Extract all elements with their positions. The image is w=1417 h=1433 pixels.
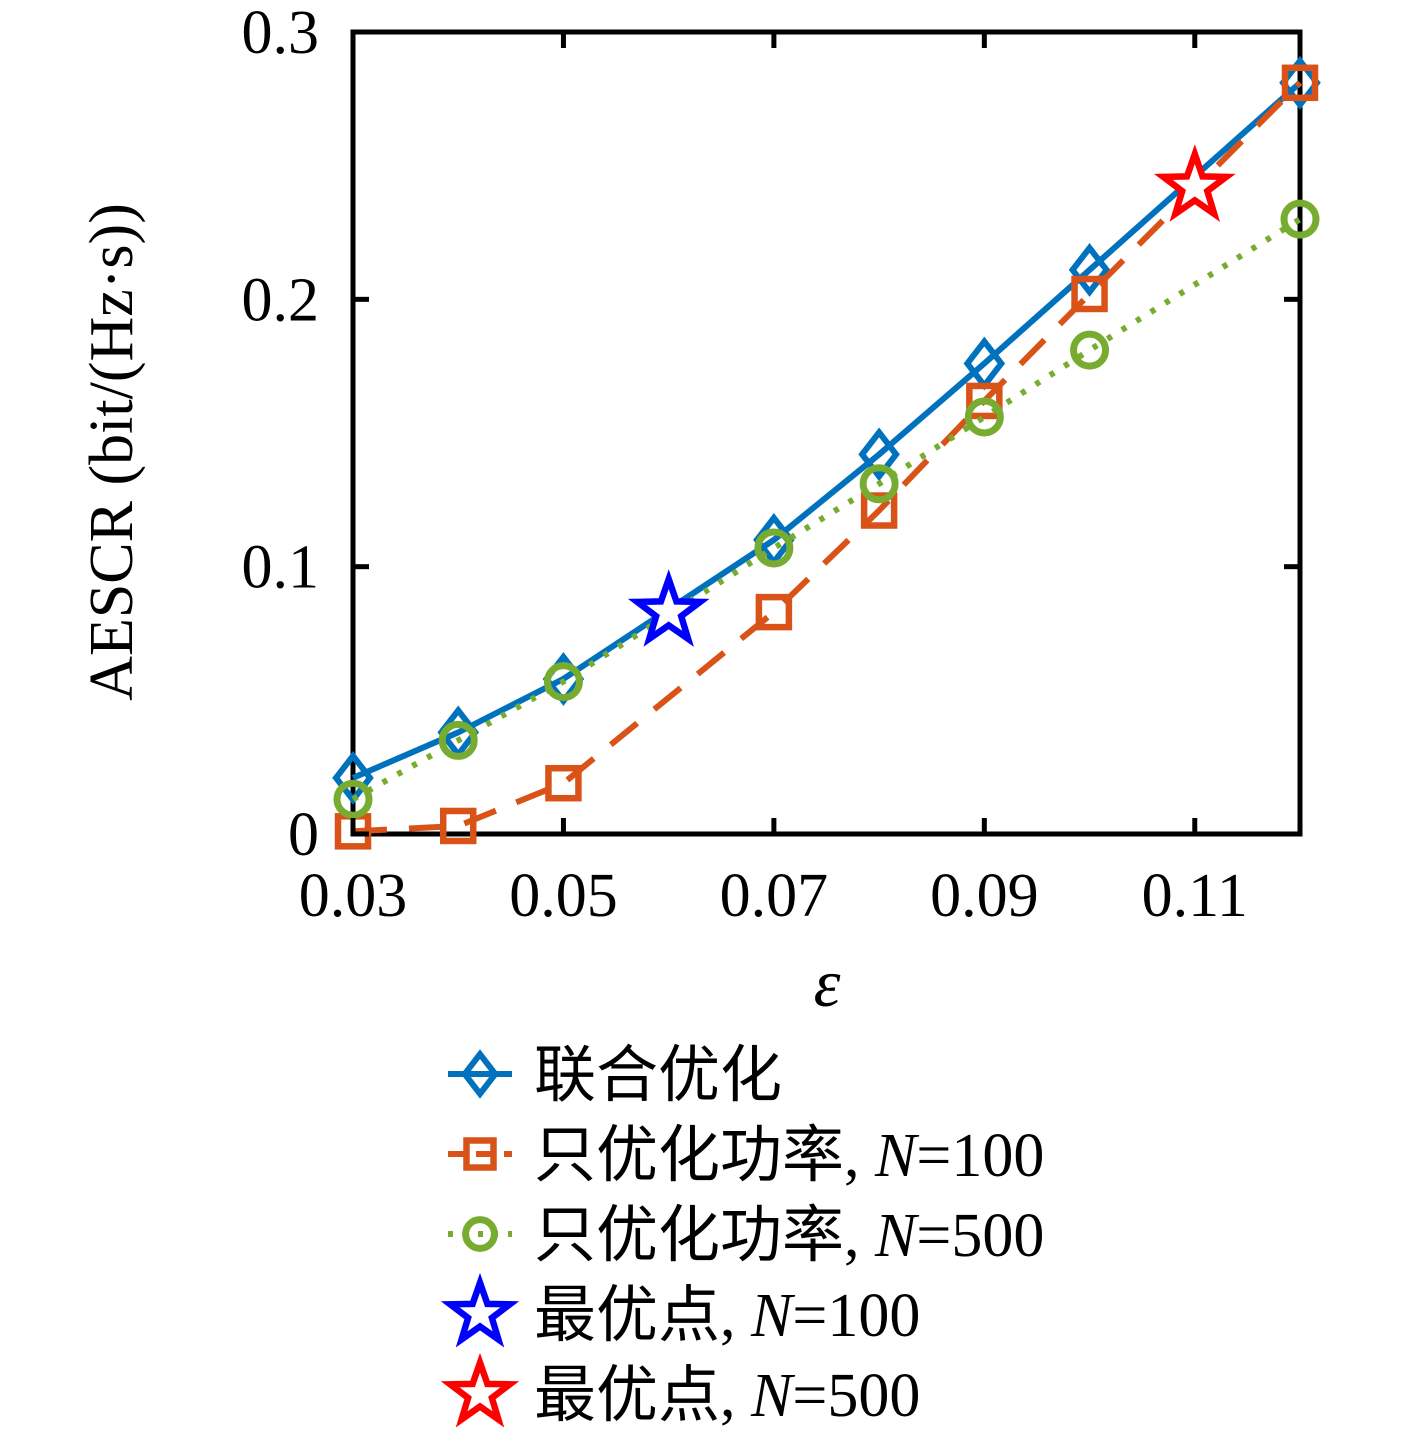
legend-item-4: 最优点, N=500 [440, 1352, 920, 1430]
series-2-circle-marker [859, 464, 899, 504]
series-layer [332, 55, 1321, 850]
series-line-1 [352, 80, 1303, 835]
x-tick-label: 0.11 [1142, 862, 1248, 930]
series-0-diamond-marker [332, 750, 374, 805]
series-2-circle-marker [543, 662, 583, 702]
optimal-points-layer [627, 144, 1236, 647]
y-tick-label: 0.1 [242, 534, 320, 602]
series-1-square-marker [966, 382, 1003, 420]
legend-label: 只优化功率, N=100 [534, 1122, 1044, 1190]
series-2-circle-marker [333, 779, 373, 819]
axes-frame [350, 29, 1303, 837]
series-2-circle-marker [964, 397, 1004, 437]
legend-star-marker [440, 1352, 520, 1428]
x-tick-label: 0.03 [299, 862, 408, 930]
series-1-square-marker [439, 807, 477, 845]
tick-labels: 0.03 0.05 0.07 0.09 0.11 0 0.1 0.2 0.3 [242, 0, 1248, 930]
series-line-2 [351, 216, 1302, 802]
legend-label: 只优化功率, N=500 [534, 1202, 1044, 1270]
series-2-circle-marker [438, 720, 478, 760]
x-axis-label: ε [814, 945, 841, 1021]
x-tick-label: 0.05 [509, 862, 618, 930]
plot-frame [350, 29, 1303, 837]
series-0-diamond-marker [1279, 55, 1321, 110]
y-axis-label: AESCR (bit/(Hz·s)) [78, 203, 146, 701]
legend-square-marker [463, 1137, 497, 1171]
series-0-diamond-marker [1068, 243, 1111, 297]
series-2-circle-marker [1280, 199, 1320, 239]
series-2-circle-marker [1070, 330, 1110, 370]
legend-item-1: 只优化功率, N=100 [448, 1122, 1044, 1190]
series-1-square-marker [860, 492, 898, 529]
legend-item-2: 只优化功率, N=500 [448, 1202, 1044, 1270]
series-1-square-marker [1281, 64, 1319, 102]
y-tick-label: 0.3 [242, 0, 320, 67]
x-tick-label: 0.07 [720, 862, 829, 930]
optimal-point-1-star-marker [1153, 144, 1236, 222]
series-1-square-marker [755, 593, 793, 631]
optimal-point-0-star-marker [627, 569, 710, 647]
x-tick-label: 0.09 [930, 862, 1039, 930]
series-line-0 [351, 80, 1302, 781]
legend-item-0: 联合优化 [448, 1042, 782, 1110]
series-2-circle-marker [754, 528, 794, 568]
series-1-square-marker [545, 764, 582, 802]
tick-marks [350, 29, 1300, 837]
legend-label-variable: N [750, 1282, 796, 1350]
legend-label: 最优点, N=500 [534, 1362, 920, 1430]
y-tick-label: 0.2 [242, 266, 320, 334]
series-1-square-marker [1071, 275, 1108, 313]
legend-diamond-marker [460, 1049, 500, 1099]
legend-star-marker [440, 1272, 520, 1348]
legend-label: 最优点, N=100 [534, 1282, 920, 1350]
y-tick-label: 0 [288, 801, 319, 869]
series-0-diamond-marker [858, 427, 900, 482]
legend-label-variable: N [750, 1362, 796, 1430]
legend-label: 联合优化 [534, 1042, 782, 1110]
legend-item-3: 最优点, N=100 [440, 1272, 920, 1350]
legend-label-variable: N [874, 1202, 920, 1270]
legend-label-variable: N [874, 1122, 920, 1190]
legend-circle-marker [462, 1216, 498, 1252]
